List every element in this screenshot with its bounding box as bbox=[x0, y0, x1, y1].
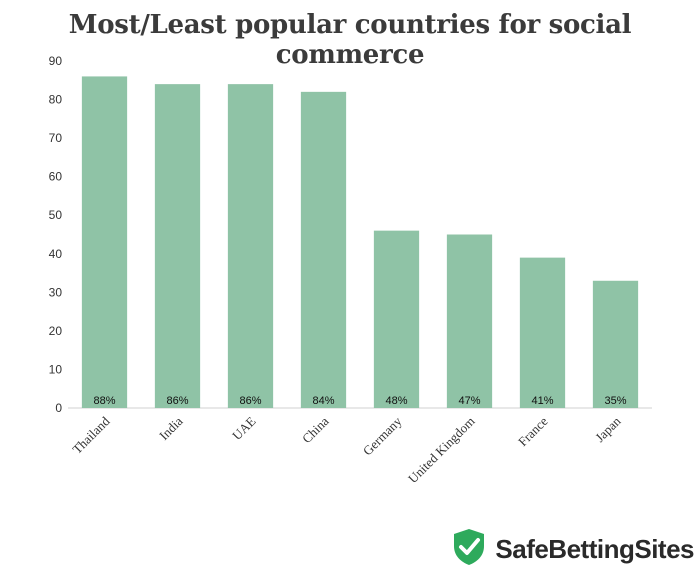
y-tick-label: 70 bbox=[49, 131, 63, 145]
y-tick-label: 90 bbox=[49, 54, 63, 68]
brand-logo: SafeBettingSites bbox=[451, 527, 694, 572]
x-tick-label: Germany bbox=[360, 413, 405, 458]
x-tick-label: United Kingdom bbox=[405, 414, 478, 487]
brand-name: SafeBettingSites bbox=[495, 534, 694, 564]
data-label: 86% bbox=[239, 395, 261, 407]
data-label: 48% bbox=[385, 395, 407, 407]
shield-check-icon bbox=[451, 527, 487, 572]
y-tick-label: 10 bbox=[49, 362, 63, 376]
y-tick-label: 80 bbox=[49, 93, 63, 107]
y-tick-label: 50 bbox=[49, 208, 63, 222]
y-tick-label: 40 bbox=[49, 247, 63, 261]
y-tick-label: 60 bbox=[49, 170, 63, 184]
data-label: 86% bbox=[166, 395, 188, 407]
bar-chart: 0 10 20 30 40 50 60 70 80 90 88% Thailand 86% India 86… bbox=[49, 54, 652, 487]
data-label: 84% bbox=[312, 395, 334, 407]
x-tick-label: Thailand bbox=[69, 413, 113, 457]
bar bbox=[592, 280, 639, 408]
bar bbox=[300, 91, 347, 408]
chart-title: Most/Least popular countries for social … bbox=[68, 10, 632, 70]
data-label: 88% bbox=[93, 395, 115, 407]
bar bbox=[154, 84, 201, 408]
x-tick-label: France bbox=[515, 413, 551, 449]
x-tick-label: India bbox=[156, 413, 186, 443]
x-tick-label: Japan bbox=[592, 413, 624, 445]
data-label: 47% bbox=[458, 395, 480, 407]
x-tick-label: UAE bbox=[229, 413, 259, 443]
x-tick-label: China bbox=[299, 413, 332, 446]
y-tick-label: 20 bbox=[49, 324, 63, 338]
y-tick-label: 30 bbox=[49, 285, 63, 299]
bar bbox=[227, 84, 274, 408]
bar bbox=[446, 234, 493, 408]
bar bbox=[519, 257, 566, 408]
data-label: 35% bbox=[604, 395, 626, 407]
bar bbox=[81, 76, 128, 408]
y-tick-label: 0 bbox=[55, 401, 62, 415]
data-label: 41% bbox=[531, 395, 553, 407]
bar bbox=[373, 230, 420, 408]
